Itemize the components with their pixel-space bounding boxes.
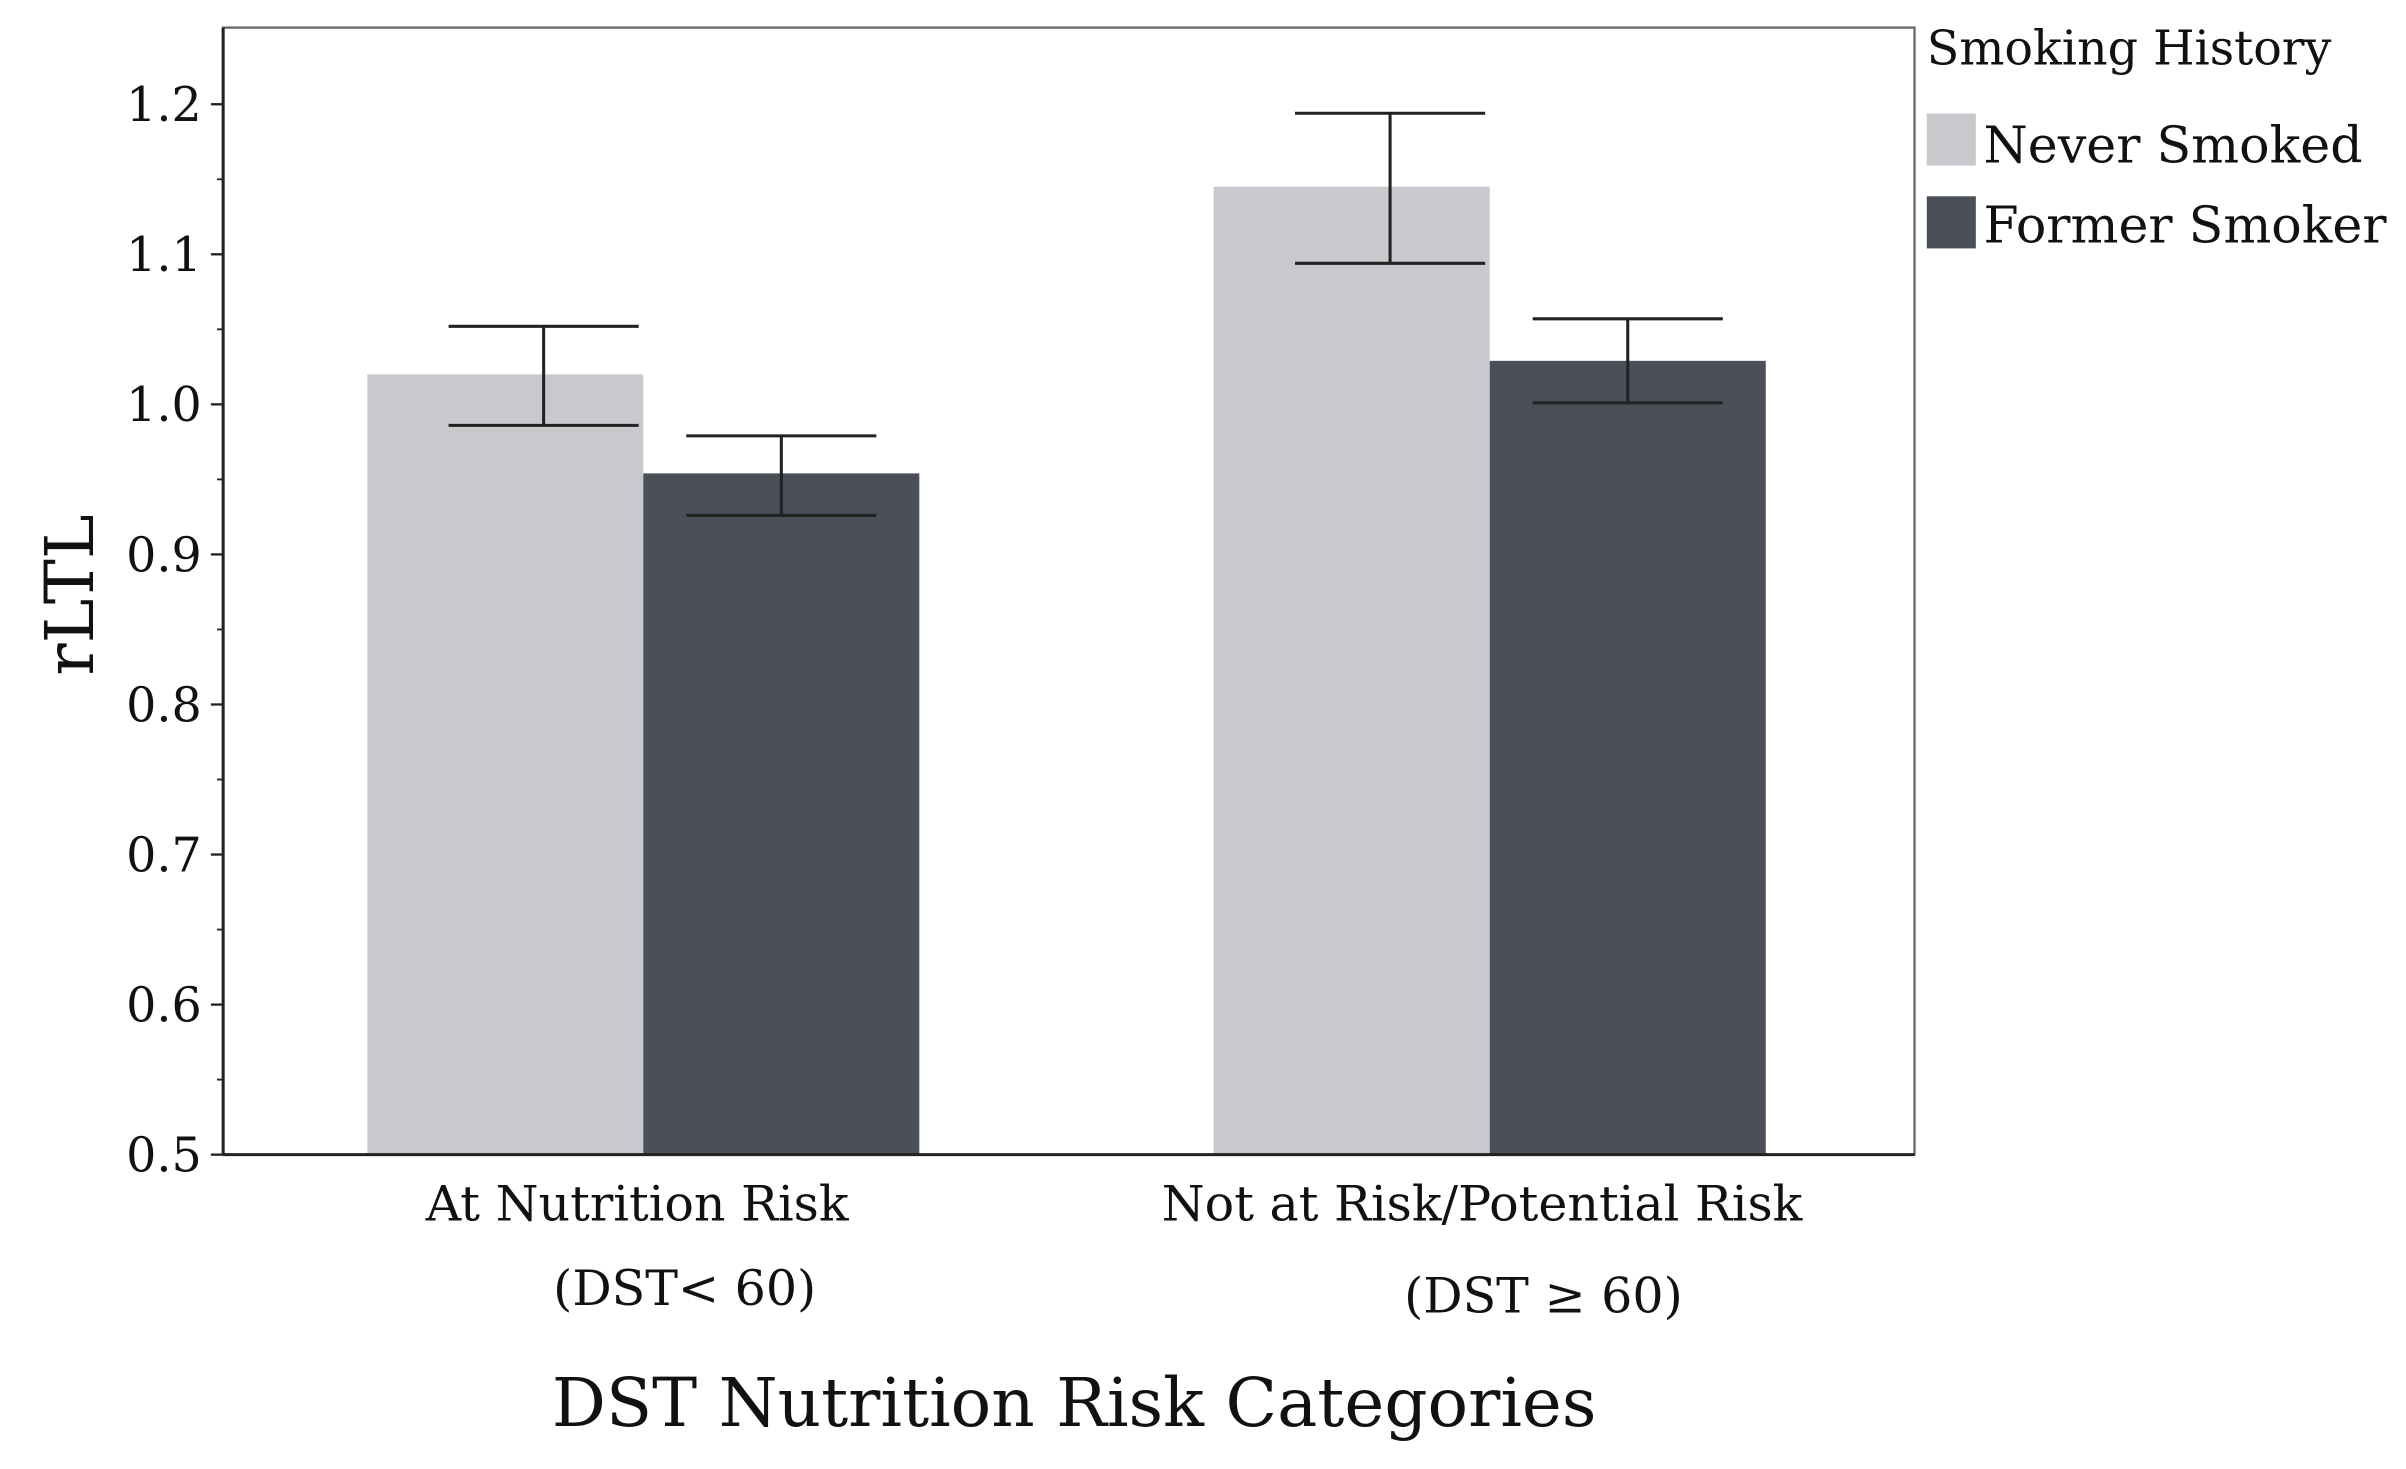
bar-never-smoked-1 — [367, 374, 644, 1155]
y-tick-label: 0.7 — [126, 828, 202, 883]
bars-layer — [367, 186, 1766, 1155]
error-bar — [686, 434, 877, 517]
y-tick-label: 1.0 — [126, 378, 202, 433]
bar-former-smoker-1 — [643, 473, 920, 1155]
bar-former-smoker-2 — [1489, 360, 1766, 1155]
legend-swatch-never-smoked — [1926, 113, 1976, 166]
x-tick-label-1-line2: (DST< 60) — [553, 1259, 816, 1317]
legend: Smoking History Never Smoked Former Smok… — [1926, 21, 2388, 254]
legend-title: Smoking History — [1927, 21, 2332, 76]
x-tick-label-1-line1: At Nutrition Risk — [425, 1175, 850, 1233]
y-tick-label: 1.2 — [126, 78, 202, 133]
error-bar — [448, 324, 639, 427]
x-tick-label-2-line2: (DST ≥ 60) — [1404, 1267, 1683, 1325]
legend-label-never-smoked: Never Smoked — [1984, 116, 2363, 175]
y-tick-label: 0.5 — [126, 1129, 202, 1184]
y-tick-label: 0.9 — [126, 528, 202, 583]
error-bars-layer — [448, 111, 1723, 517]
bar-never-smoked-2 — [1213, 186, 1490, 1155]
x-tick-label-2-line1: Not at Risk/Potential Risk — [1162, 1175, 1804, 1233]
x-axis-label: DST Nutrition Risk Categories — [552, 1363, 1597, 1442]
y-tick-label: 0.6 — [126, 978, 202, 1033]
y-axis-label: rLTL — [30, 514, 109, 675]
error-bar — [1295, 111, 1486, 265]
error-bar — [1532, 317, 1723, 405]
y-tick-label: 1.1 — [126, 228, 202, 283]
y-ticks: 0.5 0.6 0.7 0.8 0.9 1.0 1.1 1.2 — [126, 78, 224, 1184]
legend-swatch-former-smoker — [1926, 196, 1976, 249]
y-tick-label: 0.8 — [126, 678, 202, 733]
legend-label-former-smoker: Former Smoker — [1984, 195, 2388, 254]
